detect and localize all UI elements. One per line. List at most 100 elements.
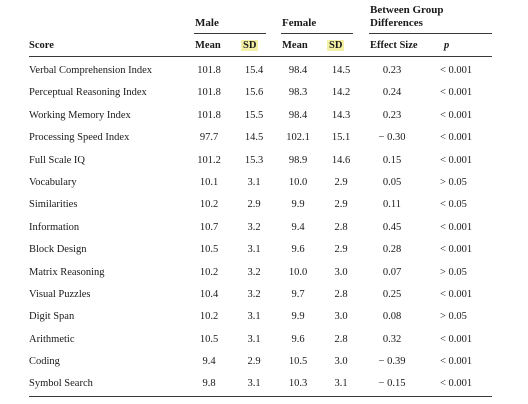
cell-female-sd: 2.8 <box>334 288 348 300</box>
cell-p-value: < 0.05 <box>440 199 467 211</box>
table-row: Coding 9.4 2.9 10.5 3.0 − 0.39 < 0.001 <box>0 351 528 373</box>
cell-male-sd: 3.1 <box>247 176 261 188</box>
cell-male-sd: 3.1 <box>247 311 261 323</box>
cell-male-mean: 10.1 <box>199 176 219 188</box>
table-body: Verbal Comprehension Index 101.8 15.4 98.4 1… <box>0 60 528 396</box>
cell-female-mean: 9.7 <box>291 288 305 300</box>
table-row: Symbol Search 9.8 3.1 10.3 3.1 − 0.15 < 0.001 <box>0 373 528 395</box>
cell-male-mean: 9.4 <box>202 356 216 368</box>
cell-score: Information <box>29 221 80 233</box>
table-row: Block Design 10.5 3.1 9.6 2.9 0.28 < 0.001 <box>0 239 528 261</box>
cell-score: Processing Speed Index <box>29 132 130 144</box>
cell-effect-size: 0.45 <box>382 221 402 233</box>
cell-p-value: < 0.001 <box>440 378 473 390</box>
cell-female-mean: 10.5 <box>288 356 308 368</box>
column-header-female-sd: SD <box>327 39 345 53</box>
cell-effect-size: − 0.39 <box>378 356 406 368</box>
cell-score: Coding <box>29 356 60 368</box>
cell-score: Vocabulary <box>29 176 77 188</box>
cell-male-sd: 3.2 <box>247 288 261 300</box>
cell-male-mean: 10.2 <box>199 266 219 278</box>
cell-p-value: > 0.05 <box>440 311 467 323</box>
cell-male-sd: 3.1 <box>247 378 261 390</box>
cell-female-sd: 14.2 <box>331 87 351 99</box>
cell-effect-size: 0.23 <box>382 65 402 76</box>
cell-male-sd: 3.1 <box>247 333 261 345</box>
cell-male-sd: 15.4 <box>244 65 264 76</box>
cell-score: Symbol Search <box>29 378 93 390</box>
cell-p-value: < 0.001 <box>440 65 473 76</box>
cell-female-sd: 14.3 <box>331 109 351 121</box>
cell-effect-size: 0.28 <box>382 244 402 256</box>
cell-female-mean: 9.6 <box>291 244 305 256</box>
cell-effect-size: 0.24 <box>382 87 402 99</box>
cell-male-mean: 10.5 <box>199 244 219 256</box>
column-header-score: Score <box>29 40 54 51</box>
cell-female-sd: 3.1 <box>334 378 348 390</box>
cell-male-sd: 2.9 <box>247 199 261 211</box>
cell-female-mean: 9.4 <box>291 221 305 233</box>
table-row: Full Scale IQ 101.2 15.3 98.9 14.6 0.15 < 0.00… <box>0 150 528 172</box>
cell-male-mean: 101.2 <box>197 154 221 166</box>
cell-male-mean: 10.5 <box>199 333 219 345</box>
cell-male-mean: 10.7 <box>199 221 219 233</box>
table-row: Perceptual Reasoning Index 101.8 15.6 98.3 1… <box>0 82 528 104</box>
cell-p-value: < 0.001 <box>440 221 473 233</box>
header-rule <box>29 56 492 57</box>
cell-effect-size: 0.25 <box>382 288 402 300</box>
cell-male-sd: 15.3 <box>244 154 264 166</box>
group-header-between-line1: Between Group <box>370 4 444 16</box>
table-row: Similarities 10.2 2.9 9.9 2.9 0.11 < 0.05 <box>0 194 528 216</box>
cell-effect-size: 0.15 <box>382 154 402 166</box>
cell-female-sd: 2.8 <box>334 333 348 345</box>
cell-score: Digit Span <box>29 311 75 323</box>
cell-effect-size: 0.05 <box>382 176 402 188</box>
cell-female-mean: 9.9 <box>291 199 305 211</box>
column-header-male-mean: Mean <box>195 40 221 51</box>
table-row: Vocabulary 10.1 3.1 10.0 2.9 0.05 > 0.05 <box>0 172 528 194</box>
sd-highlight: SD <box>241 40 259 51</box>
bottom-rule <box>29 396 492 397</box>
group-header-between-line2: Differences <box>370 17 423 29</box>
cell-male-mean: 101.8 <box>197 65 221 76</box>
cell-p-value: < 0.001 <box>440 87 473 99</box>
cell-p-value: < 0.001 <box>440 132 473 144</box>
cell-p-value: < 0.001 <box>440 154 473 166</box>
cell-female-mean: 98.9 <box>288 154 308 166</box>
cell-male-sd: 3.2 <box>247 221 261 233</box>
column-header-male-sd: SD <box>241 39 259 53</box>
table-row: Processing Speed Index 97.7 14.5 102.1 15.1 −… <box>0 127 528 149</box>
cell-female-mean: 9.9 <box>291 311 305 323</box>
cell-effect-size: 0.07 <box>382 266 402 278</box>
cell-female-mean: 98.4 <box>288 65 308 76</box>
cell-p-value: < 0.001 <box>440 244 473 256</box>
cell-male-sd: 15.5 <box>244 109 264 121</box>
cell-effect-size: 0.11 <box>383 199 401 211</box>
cell-p-value: > 0.05 <box>440 176 467 188</box>
cell-female-sd: 3.0 <box>334 356 348 368</box>
cell-female-mean: 10.3 <box>288 378 308 390</box>
cell-effect-size: 0.32 <box>382 333 402 345</box>
cell-effect-size: 0.23 <box>382 109 402 121</box>
cell-male-sd: 3.2 <box>247 266 261 278</box>
cell-female-mean: 102.1 <box>286 132 310 144</box>
between-group-rule <box>369 33 492 34</box>
cell-female-sd: 14.5 <box>331 65 351 76</box>
cell-female-sd: 3.0 <box>334 311 348 323</box>
cell-p-value: < 0.001 <box>440 288 473 300</box>
female-group-rule <box>281 33 353 34</box>
cell-male-mean: 101.8 <box>197 87 221 99</box>
table-row: Visual Puzzles 10.4 3.2 9.7 2.8 0.25 < 0.001 <box>0 284 528 306</box>
cell-female-sd: 3.0 <box>334 266 348 278</box>
cell-score: Similarities <box>29 199 78 211</box>
cell-female-sd: 15.1 <box>331 132 351 144</box>
cell-female-sd: 2.8 <box>334 221 348 233</box>
cell-score: Working Memory Index <box>29 109 131 121</box>
cell-score: Perceptual Reasoning Index <box>29 87 147 99</box>
cell-female-sd: 2.9 <box>334 244 348 256</box>
cell-male-mean: 97.7 <box>199 132 219 144</box>
table-row: Digit Span 10.2 3.1 9.9 3.0 0.08 > 0.05 <box>0 306 528 328</box>
column-header-female-mean: Mean <box>282 40 308 51</box>
cell-p-value: < 0.001 <box>440 356 473 368</box>
